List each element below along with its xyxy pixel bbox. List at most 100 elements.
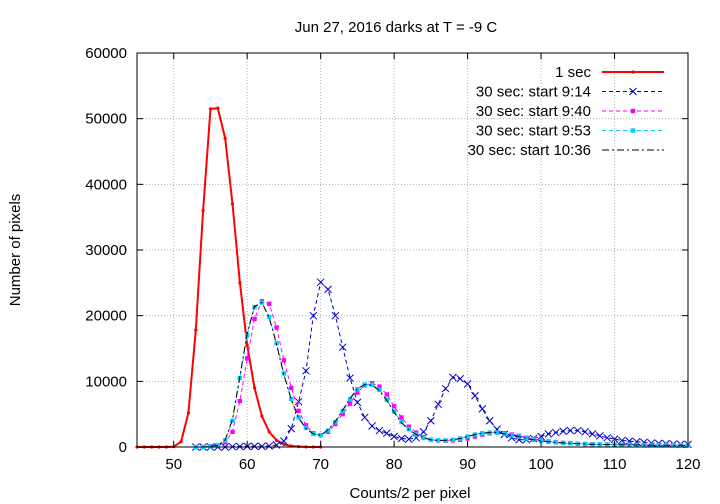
data-point bbox=[391, 404, 397, 409]
data-point bbox=[463, 380, 472, 388]
data-point bbox=[588, 430, 597, 438]
legend-label: 1 sec bbox=[555, 64, 591, 81]
data-point bbox=[289, 385, 294, 391]
data-point bbox=[186, 411, 191, 415]
data-point bbox=[208, 444, 213, 449]
data-point bbox=[441, 384, 450, 393]
data-point bbox=[610, 435, 619, 443]
x-tick-label: 90 bbox=[459, 456, 476, 473]
data-point bbox=[274, 325, 279, 330]
series-line bbox=[137, 107, 321, 448]
data-point bbox=[235, 442, 244, 451]
data-point bbox=[369, 382, 375, 387]
data-point bbox=[493, 425, 501, 434]
y-tick-label: 50000 bbox=[85, 111, 127, 128]
series-line bbox=[195, 281, 689, 448]
series-1 bbox=[191, 278, 692, 451]
data-point bbox=[230, 429, 235, 435]
x-tick-label: 120 bbox=[675, 456, 700, 473]
data-point bbox=[347, 401, 353, 406]
data-point bbox=[238, 281, 242, 285]
legend-marker bbox=[631, 70, 635, 74]
data-point bbox=[289, 396, 294, 402]
data-point bbox=[478, 405, 487, 413]
x-axis-title: Counts/2 per pixel bbox=[350, 485, 471, 502]
data-point bbox=[237, 398, 243, 404]
data-point bbox=[252, 386, 257, 390]
legend-entry: 30 sec: start 9:14 bbox=[476, 84, 664, 101]
data-point bbox=[303, 423, 309, 428]
data-point bbox=[216, 106, 220, 110]
data-point bbox=[377, 387, 382, 393]
data-point bbox=[544, 430, 553, 438]
legend-marker bbox=[629, 87, 637, 96]
chart-title: Jun 27, 2016 darks at T = -9 C bbox=[295, 19, 498, 36]
data-point bbox=[346, 374, 354, 382]
data-point bbox=[324, 285, 332, 294]
data-point bbox=[282, 442, 286, 446]
data-point bbox=[355, 390, 360, 395]
data-point bbox=[223, 136, 227, 140]
data-point bbox=[551, 428, 560, 437]
data-point bbox=[318, 432, 323, 438]
legend-label: 30 sec: start 9:53 bbox=[476, 123, 591, 140]
data-point bbox=[194, 328, 198, 332]
data-point bbox=[245, 356, 250, 361]
data-point bbox=[260, 414, 264, 418]
data-point bbox=[215, 443, 221, 448]
legend-entry: 30 sec: start 10:36 bbox=[468, 142, 664, 159]
data-point bbox=[404, 435, 413, 443]
legend-entry: 30 sec: start 9:53 bbox=[476, 123, 664, 140]
data-point bbox=[538, 438, 544, 443]
y-tick-label: 20000 bbox=[85, 308, 127, 325]
data-point bbox=[595, 431, 604, 440]
data-point bbox=[267, 314, 272, 320]
y-tick-label: 0 bbox=[119, 439, 127, 456]
data-point bbox=[325, 428, 331, 433]
data-point bbox=[179, 440, 183, 444]
legend-label: 30 sec: start 9:40 bbox=[476, 103, 591, 120]
data-point bbox=[265, 442, 274, 450]
data-point bbox=[296, 415, 301, 420]
legend-marker bbox=[630, 108, 636, 114]
data-point bbox=[338, 343, 347, 352]
data-point bbox=[281, 358, 287, 363]
data-point bbox=[494, 430, 500, 435]
data-point bbox=[230, 202, 235, 206]
data-point bbox=[524, 436, 529, 441]
data-point bbox=[340, 411, 345, 417]
series-layer bbox=[135, 106, 692, 451]
data-point bbox=[427, 416, 435, 425]
y-tick-label: 60000 bbox=[85, 45, 127, 62]
data-point bbox=[258, 442, 266, 451]
x-tick-label: 50 bbox=[165, 456, 182, 473]
data-point bbox=[331, 311, 340, 320]
data-point bbox=[480, 431, 485, 436]
data-point bbox=[309, 311, 318, 320]
data-point bbox=[316, 278, 325, 287]
data-point bbox=[559, 427, 567, 436]
data-point bbox=[618, 436, 626, 445]
legend-entry: 1 sec bbox=[555, 64, 664, 81]
data-point bbox=[406, 424, 412, 429]
legend-label: 30 sec: start 9:14 bbox=[476, 84, 591, 101]
x-tick-label: 70 bbox=[312, 456, 329, 473]
data-point bbox=[573, 426, 582, 435]
y-tick-label: 30000 bbox=[85, 242, 127, 259]
ticks: 50 60 70 80 90 100 110 120 0 10000 20000 30000 40000… bbox=[85, 45, 700, 473]
data-point bbox=[375, 426, 384, 435]
data-point bbox=[382, 429, 391, 438]
data-point bbox=[347, 396, 353, 402]
data-point bbox=[603, 433, 612, 442]
data-point bbox=[267, 301, 272, 307]
data-point bbox=[368, 422, 376, 430]
x-tick-label: 110 bbox=[603, 456, 627, 473]
data-point bbox=[625, 437, 634, 445]
data-point bbox=[419, 428, 428, 436]
x-tick-label: 60 bbox=[239, 456, 256, 473]
legend-marker bbox=[630, 128, 636, 133]
data-point bbox=[421, 435, 426, 441]
data-point bbox=[471, 391, 479, 400]
data-point bbox=[566, 426, 575, 435]
